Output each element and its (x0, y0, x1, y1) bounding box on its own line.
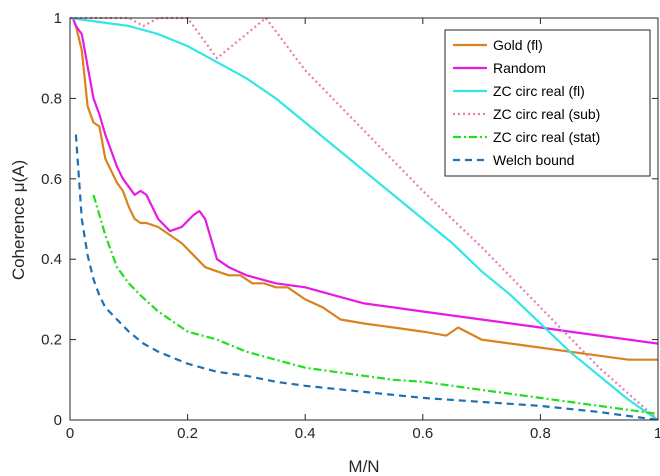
x-tick-label: 0 (66, 425, 74, 442)
x-tick-label: 0.8 (530, 425, 551, 442)
legend-label: Random (493, 60, 546, 76)
series-line-4 (92, 194, 658, 416)
legend-label: Welch bound (493, 152, 574, 168)
series-line-2 (70, 16, 658, 420)
x-tick-label: 1 (654, 425, 660, 442)
legend-box (444, 29, 651, 177)
legend-label: ZC circ real (fl) (493, 83, 585, 99)
x-axis-label: M/N (348, 457, 379, 476)
axes-layer: 0 0.2 0.4 0.6 0.8 1 0 0.2 0.4 0.6 0.8 1 (41, 10, 660, 442)
y-tick-label: 0.4 (41, 251, 62, 268)
x-tick-label: 0.2 (177, 425, 198, 442)
legend-label: Gold (fl) (493, 37, 543, 53)
series-line-1 (71, 17, 658, 345)
legend-label: ZC circ real (sub) (493, 106, 600, 122)
legend-label: ZC circ real (stat) (493, 129, 600, 145)
y-tick-label: 0.2 (41, 332, 62, 349)
y-tick-label: 1 (54, 10, 62, 27)
x-tick-label: 0.4 (295, 425, 316, 442)
y-tick-label: 0 (54, 412, 62, 429)
y-tick-label: 0.8 (41, 90, 62, 107)
legend: Gold (fl) Random ZC circ real (fl) ZC circ … (444, 29, 651, 177)
y-axis-label: Coherence μ(A) (9, 160, 28, 280)
y-tick-label: 0.6 (41, 171, 62, 188)
series-line-0 (71, 17, 658, 361)
series-line-5 (74, 134, 658, 420)
x-tick-label: 0.6 (412, 425, 433, 442)
series-layer (70, 16, 658, 420)
plot-frame (69, 17, 659, 421)
